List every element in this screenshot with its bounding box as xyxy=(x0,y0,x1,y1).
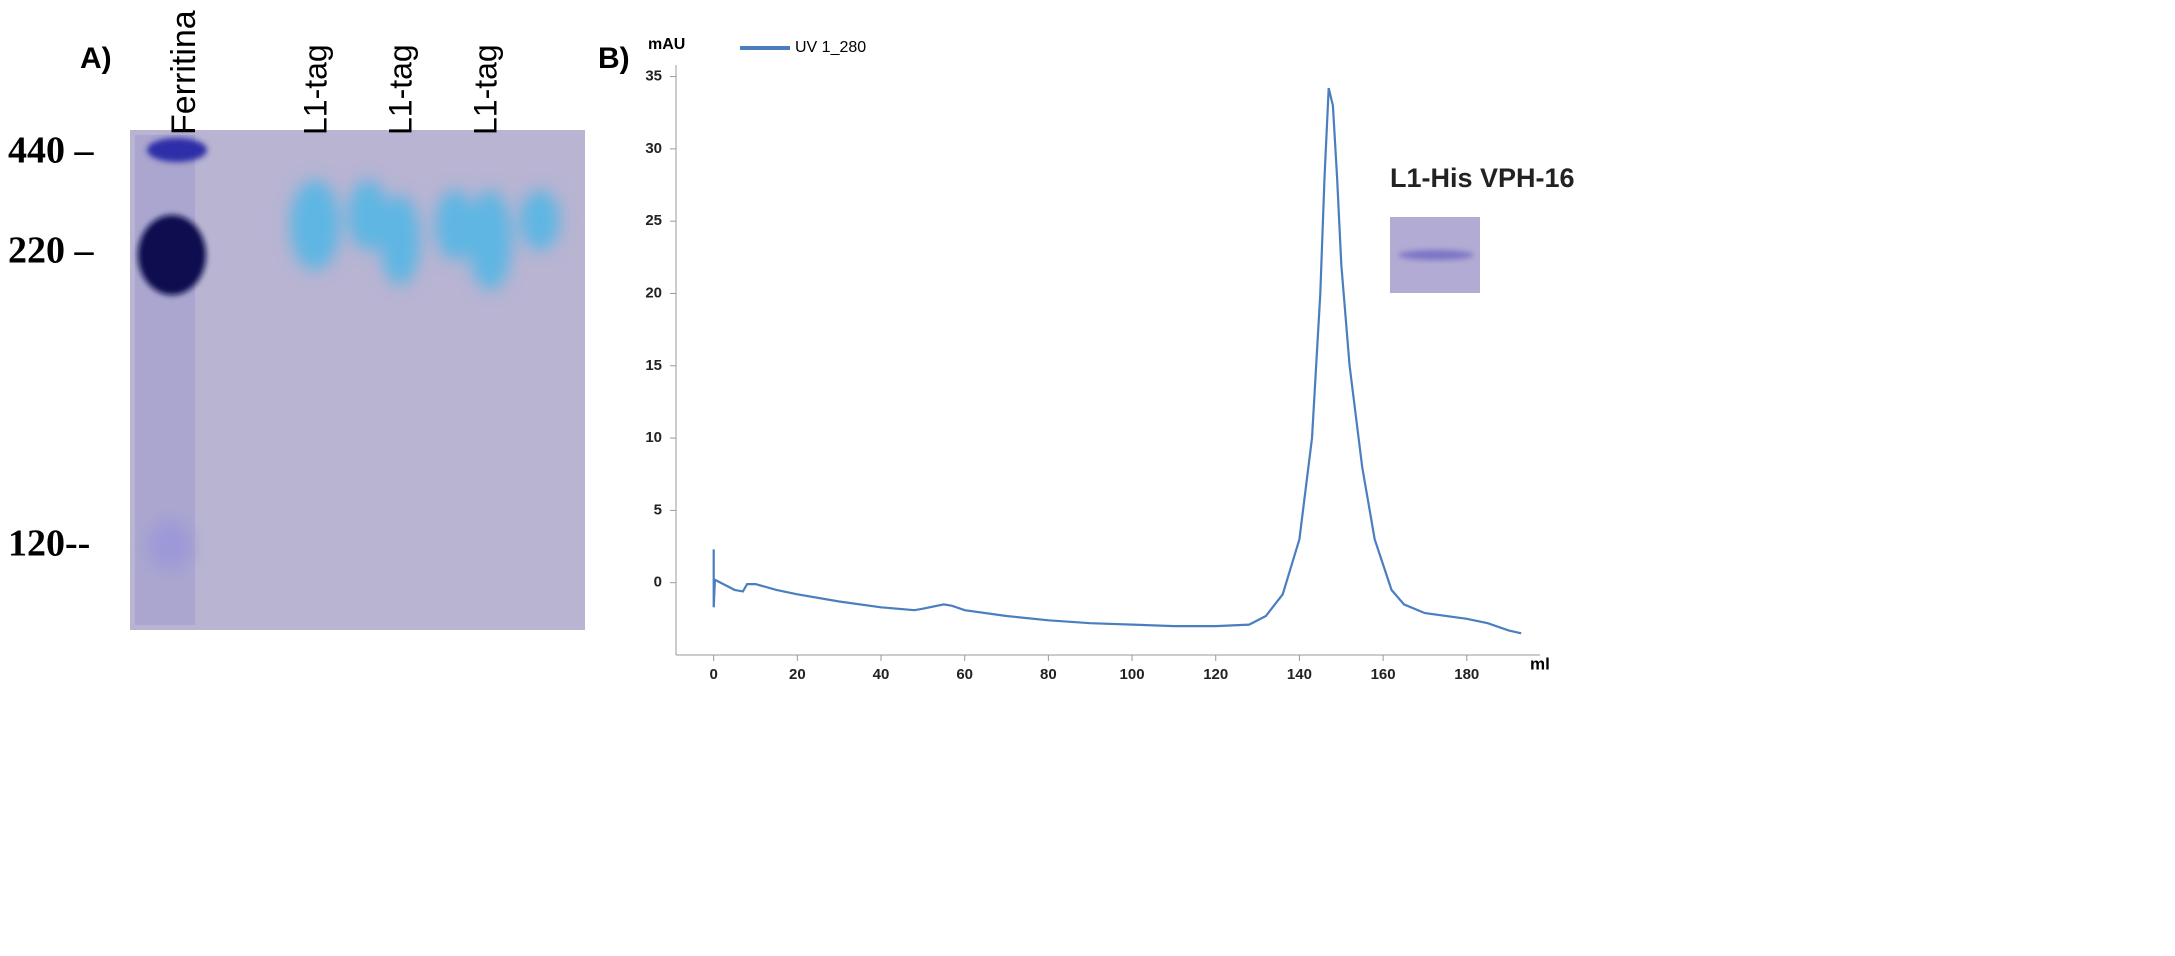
y-axis-label: mAU xyxy=(648,36,685,53)
band xyxy=(147,138,207,162)
marker-label: 220 – xyxy=(8,230,95,272)
x-tick-label: 180 xyxy=(1454,666,1479,683)
band xyxy=(148,520,192,570)
y-tick-label: 20 xyxy=(645,284,662,301)
panel-label: B) xyxy=(598,42,630,75)
x-tick-label: 160 xyxy=(1371,666,1396,683)
y-tick-label: 30 xyxy=(645,140,662,157)
marker-label: 440 – xyxy=(8,130,95,172)
x-tick-label: 120 xyxy=(1203,666,1228,683)
x-axis-label: ml xyxy=(1530,654,1550,673)
y-tick-label: 5 xyxy=(654,501,662,518)
x-tick-label: 40 xyxy=(873,666,890,683)
band xyxy=(138,215,206,295)
x-tick-label: 100 xyxy=(1120,666,1145,683)
y-tick-label: 25 xyxy=(645,212,662,229)
y-tick-label: 0 xyxy=(654,574,662,591)
lane-label: L1-tag xyxy=(382,44,418,135)
x-tick-label: 0 xyxy=(709,666,717,683)
x-tick-label: 140 xyxy=(1287,666,1312,683)
line xyxy=(712,87,1522,635)
lane-label: L1-tag xyxy=(297,44,333,135)
legend-label: UV 1_280 xyxy=(795,39,866,56)
y-tick-label: 35 xyxy=(645,68,662,85)
panel-label: A) xyxy=(80,42,112,75)
lane-label: L1-tag xyxy=(467,44,503,135)
x-tick-label: 80 xyxy=(1040,666,1057,683)
x-tick-label: 20 xyxy=(789,666,806,683)
annotation: L1-His VPH-16 xyxy=(1390,163,1575,193)
x-tick-label: 60 xyxy=(956,666,973,683)
y-tick-label: 10 xyxy=(645,429,662,446)
y-tick-label: 15 xyxy=(645,357,662,374)
smears xyxy=(290,180,560,290)
marker-label: 120-- xyxy=(8,523,90,565)
inset-band xyxy=(1398,250,1474,260)
lane-label: Ferritina xyxy=(165,10,203,135)
